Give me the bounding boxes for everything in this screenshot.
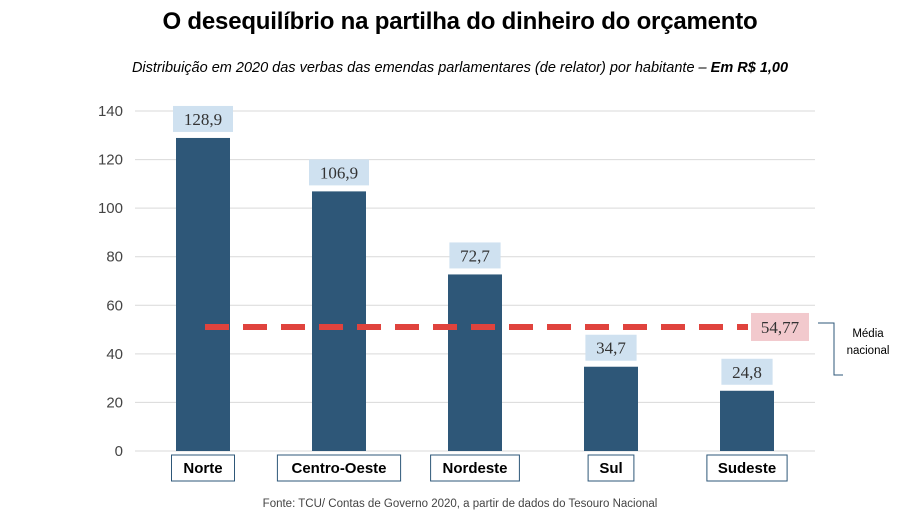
y-tick-label: 40: [106, 346, 123, 363]
bar: [176, 137, 230, 451]
y-tick-label: 120: [98, 152, 123, 169]
value-label-box: [309, 159, 369, 186]
value-label: 72,7: [460, 246, 490, 265]
mean-value-box: [751, 312, 809, 341]
value-label-box: [449, 242, 501, 269]
y-tick-label: 0: [115, 443, 123, 460]
category-label-box: [171, 454, 235, 482]
value-label: 34,7: [596, 339, 626, 358]
mean-name-line2: nacional: [847, 345, 890, 357]
value-label: 128,9: [184, 110, 222, 129]
y-tick-label: 60: [106, 297, 123, 314]
bar: [584, 366, 638, 451]
category-label: Nordeste: [442, 460, 507, 477]
subtitle-unit: Em R$ 1,00: [710, 60, 789, 76]
y-tick-label: 20: [106, 394, 123, 411]
mean-value-label: 54,77: [761, 318, 800, 337]
chart-title: O desequilíbrio na partilha do dinheiro …: [162, 8, 758, 35]
bar: [720, 390, 774, 451]
y-tick-label: 140: [98, 103, 123, 120]
category-label: Centro-Oeste: [291, 460, 386, 477]
mean-name-line1: Média: [852, 328, 884, 340]
category-label: Norte: [183, 460, 222, 477]
y-tick-label: 80: [106, 249, 123, 266]
category-label-box: [587, 454, 635, 482]
category-label: Sudeste: [718, 460, 776, 477]
category-label: Sul: [599, 460, 622, 477]
mean-connector: [818, 322, 843, 376]
chart-subtitle: Distribuição em 2020 das verbas das emen…: [0, 60, 920, 76]
bar: [312, 191, 366, 451]
bar: [448, 274, 502, 451]
subtitle-text: Distribuição em 2020 das verbas das emen…: [131, 60, 707, 76]
value-label-box: [585, 334, 637, 361]
value-label-box: [173, 105, 233, 132]
category-label-box: [276, 454, 402, 482]
source-note: Fonte: TCU/ Contas de Governo 2020, a pa…: [262, 498, 658, 510]
category-label-box: [706, 454, 788, 482]
category-label-box: [430, 454, 520, 482]
value-label-box: [721, 358, 773, 385]
value-label: 106,9: [320, 163, 358, 182]
y-tick-label: 100: [98, 200, 123, 217]
value-label: 24,8: [732, 363, 762, 382]
